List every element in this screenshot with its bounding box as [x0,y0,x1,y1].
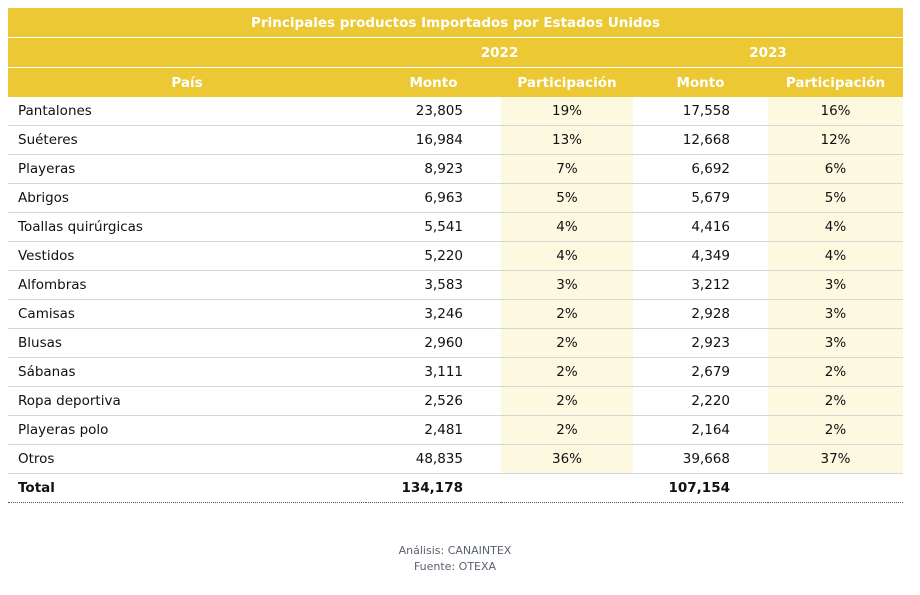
participacion-2022: 13% [501,125,633,155]
monto-2022: 2,960 [366,328,501,358]
monto-2023: 4,416 [633,212,768,242]
total-row: Total 134,178 107,154 [8,473,904,503]
total-label: Total [8,473,366,503]
column-header-participacion-2022: Participación [501,67,633,97]
table-row: Playeras 8,923 7% 6,692 6% [8,154,904,184]
monto-2023: 2,220 [633,386,768,416]
table-row: Toallas quirúrgicas 5,541 4% 4,416 4% [8,212,904,242]
monto-2022: 48,835 [366,444,501,474]
monto-2023: 5,679 [633,183,768,213]
imports-table-container: Principales productos Importados por Est… [8,8,904,503]
table-row: Otros 48,835 36% 39,668 37% [8,444,904,474]
participacion-2022: 19% [501,97,633,126]
product-name: Playeras polo [8,415,366,445]
total-monto-2023: 107,154 [633,473,768,503]
table-row: Ropa deportiva 2,526 2% 2,220 2% [8,386,904,416]
analysis-credit: Análisis: CANAINTEX [398,544,512,557]
year-header-2022: 2022 [366,37,633,68]
participacion-2022: 4% [501,241,633,271]
monto-2023: 2,923 [633,328,768,358]
monto-2023: 2,164 [633,415,768,445]
product-name: Pantalones [8,97,366,126]
product-name: Playeras [8,154,366,184]
monto-2022: 16,984 [366,125,501,155]
monto-2022: 5,220 [366,241,501,271]
participacion-2022: 2% [501,357,633,387]
monto-2022: 8,923 [366,154,501,184]
product-name: Sábanas [8,357,366,387]
monto-2023: 2,679 [633,357,768,387]
total-participacion-2022 [501,473,633,503]
participacion-2022: 2% [501,328,633,358]
product-name: Blusas [8,328,366,358]
participacion-2023: 12% [768,125,904,155]
monto-2023: 12,668 [633,125,768,155]
monto-2022: 23,805 [366,97,501,126]
monto-2023: 6,692 [633,154,768,184]
participacion-2022: 2% [501,386,633,416]
total-participacion-2023 [768,473,904,503]
source-footer: Análisis: CANAINTEX Fuente: OTEXA [0,543,910,575]
monto-2023: 39,668 [633,444,768,474]
monto-2023: 4,349 [633,241,768,271]
table-row: Abrigos 6,963 5% 5,679 5% [8,183,904,213]
table-body: Pantalones 23,805 19% 17,558 16% Suétere… [8,97,904,503]
monto-2022: 3,111 [366,357,501,387]
product-name: Otros [8,444,366,474]
participacion-2023: 2% [768,386,904,416]
table-row: Vestidos 5,220 4% 4,349 4% [8,241,904,271]
product-name: Camisas [8,299,366,329]
participacion-2022: 7% [501,154,633,184]
year-header-spacer [8,37,366,68]
table-row: Blusas 2,960 2% 2,923 3% [8,328,904,358]
participacion-2023: 6% [768,154,904,184]
participacion-2022: 3% [501,270,633,300]
column-header-monto-2022: Monto [366,67,501,97]
imports-table: Principales productos Importados por Est… [8,8,904,503]
participacion-2023: 5% [768,183,904,213]
monto-2022: 6,963 [366,183,501,213]
participacion-2023: 4% [768,212,904,242]
table-row: Suéteres 16,984 13% 12,668 12% [8,125,904,155]
participacion-2023: 37% [768,444,904,474]
participacion-2023: 4% [768,241,904,271]
product-name: Abrigos [8,183,366,213]
participacion-2023: 2% [768,357,904,387]
table-row: Playeras polo 2,481 2% 2,164 2% [8,415,904,445]
participacion-2022: 36% [501,444,633,474]
table-row: Alfombras 3,583 3% 3,212 3% [8,270,904,300]
product-name: Vestidos [8,241,366,271]
product-name: Ropa deportiva [8,386,366,416]
participacion-2022: 5% [501,183,633,213]
monto-2022: 3,246 [366,299,501,329]
participacion-2023: 3% [768,328,904,358]
table-row: Pantalones 23,805 19% 17,558 16% [8,97,904,126]
monto-2022: 3,583 [366,270,501,300]
table-row: Camisas 3,246 2% 2,928 3% [8,299,904,329]
participacion-2022: 2% [501,415,633,445]
monto-2022: 5,541 [366,212,501,242]
monto-2022: 2,526 [366,386,501,416]
year-header-2023: 2023 [633,37,904,68]
column-header-country: País [8,67,366,97]
participacion-2023: 3% [768,299,904,329]
monto-2023: 3,212 [633,270,768,300]
table-row: Sábanas 3,111 2% 2,679 2% [8,357,904,387]
table-title: Principales productos Importados por Est… [8,8,904,38]
column-header-participacion-2023: Participación [768,67,904,97]
product-name: Alfombras [8,270,366,300]
participacion-2022: 4% [501,212,633,242]
participacion-2023: 2% [768,415,904,445]
monto-2023: 2,928 [633,299,768,329]
participacion-2023: 3% [768,270,904,300]
data-source: Fuente: OTEXA [413,560,497,573]
product-name: Suéteres [8,125,366,155]
participacion-2023: 16% [768,97,904,126]
column-header-monto-2023: Monto [633,67,768,97]
product-name: Toallas quirúrgicas [8,212,366,242]
monto-2023: 17,558 [633,97,768,126]
total-monto-2022: 134,178 [366,473,501,503]
participacion-2022: 2% [501,299,633,329]
monto-2022: 2,481 [366,415,501,445]
